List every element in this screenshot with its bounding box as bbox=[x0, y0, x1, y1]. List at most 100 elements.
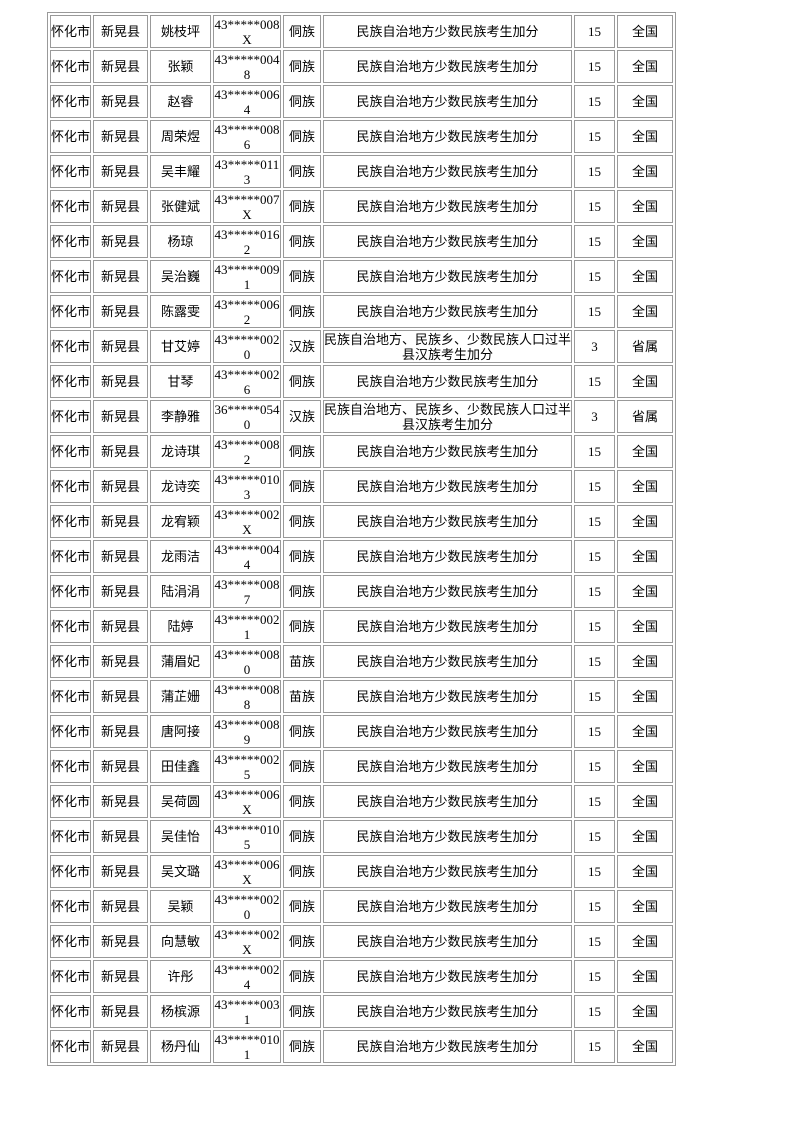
cell-student-name: 甘琴 bbox=[150, 365, 211, 398]
cell-bonus-reason: 民族自治地方少数民族考生加分 bbox=[323, 260, 572, 293]
cell-county: 新晃县 bbox=[93, 785, 148, 818]
cell-bonus-reason: 民族自治地方少数民族考生加分 bbox=[323, 680, 572, 713]
cell-county: 新晃县 bbox=[93, 225, 148, 258]
table-row: 怀化市 新晃县 吴治巍 43*****0091 侗族 民族自治地方少数民族考生加… bbox=[50, 260, 673, 293]
cell-student-name: 赵睿 bbox=[150, 85, 211, 118]
cell-id-number: 43*****002X bbox=[213, 925, 281, 958]
cell-city: 怀化市 bbox=[50, 960, 91, 993]
cell-student-name: 蒲芷姗 bbox=[150, 680, 211, 713]
cell-city: 怀化市 bbox=[50, 855, 91, 888]
cell-city: 怀化市 bbox=[50, 925, 91, 958]
cell-bonus-reason: 民族自治地方少数民族考生加分 bbox=[323, 155, 572, 188]
cell-bonus-reason: 民族自治地方少数民族考生加分 bbox=[323, 715, 572, 748]
cell-student-name: 杨琼 bbox=[150, 225, 211, 258]
cell-id-number: 43*****0080 bbox=[213, 645, 281, 678]
cell-scope: 全国 bbox=[617, 715, 673, 748]
cell-city: 怀化市 bbox=[50, 155, 91, 188]
cell-ethnicity: 侗族 bbox=[283, 505, 321, 538]
cell-county: 新晃县 bbox=[93, 85, 148, 118]
table-row: 怀化市 新晃县 唐阿接 43*****0089 侗族 民族自治地方少数民族考生加… bbox=[50, 715, 673, 748]
cell-county: 新晃县 bbox=[93, 610, 148, 643]
cell-student-name: 陈露雯 bbox=[150, 295, 211, 328]
cell-bonus-reason: 民族自治地方少数民族考生加分 bbox=[323, 820, 572, 853]
cell-county: 新晃县 bbox=[93, 190, 148, 223]
table-row: 怀化市 新晃县 吴荷圆 43*****006X 侗族 民族自治地方少数民族考生加… bbox=[50, 785, 673, 818]
cell-bonus-reason: 民族自治地方少数民族考生加分 bbox=[323, 435, 572, 468]
cell-id-number: 43*****0089 bbox=[213, 715, 281, 748]
table-row: 怀化市 新晃县 张颖 43*****0048 侗族 民族自治地方少数民族考生加分… bbox=[50, 50, 673, 83]
cell-scope: 全国 bbox=[617, 190, 673, 223]
cell-city: 怀化市 bbox=[50, 50, 91, 83]
cell-ethnicity: 侗族 bbox=[283, 890, 321, 923]
cell-bonus-points: 15 bbox=[574, 225, 615, 258]
cell-student-name: 吴文璐 bbox=[150, 855, 211, 888]
cell-bonus-reason: 民族自治地方少数民族考生加分 bbox=[323, 190, 572, 223]
cell-scope: 全国 bbox=[617, 995, 673, 1028]
cell-scope: 全国 bbox=[617, 1030, 673, 1063]
cell-city: 怀化市 bbox=[50, 995, 91, 1028]
cell-ethnicity: 侗族 bbox=[283, 750, 321, 783]
cell-bonus-reason: 民族自治地方少数民族考生加分 bbox=[323, 925, 572, 958]
table-row: 怀化市 新晃县 田佳鑫 43*****0025 侗族 民族自治地方少数民族考生加… bbox=[50, 750, 673, 783]
cell-id-number: 43*****006X bbox=[213, 855, 281, 888]
cell-ethnicity: 侗族 bbox=[283, 155, 321, 188]
cell-ethnicity: 侗族 bbox=[283, 960, 321, 993]
cell-scope: 全国 bbox=[617, 155, 673, 188]
cell-student-name: 陆涓涓 bbox=[150, 575, 211, 608]
cell-student-name: 龙雨洁 bbox=[150, 540, 211, 573]
cell-student-name: 张健斌 bbox=[150, 190, 211, 223]
table-row: 怀化市 新晃县 吴丰耀 43*****0113 侗族 民族自治地方少数民族考生加… bbox=[50, 155, 673, 188]
cell-scope: 全国 bbox=[617, 645, 673, 678]
cell-bonus-reason: 民族自治地方少数民族考生加分 bbox=[323, 470, 572, 503]
cell-bonus-points: 15 bbox=[574, 295, 615, 328]
cell-bonus-reason: 民族自治地方少数民族考生加分 bbox=[323, 50, 572, 83]
cell-county: 新晃县 bbox=[93, 470, 148, 503]
cell-city: 怀化市 bbox=[50, 750, 91, 783]
cell-scope: 全国 bbox=[617, 435, 673, 468]
cell-scope: 全国 bbox=[617, 820, 673, 853]
cell-city: 怀化市 bbox=[50, 85, 91, 118]
table-row: 怀化市 新晃县 甘琴 43*****0026 侗族 民族自治地方少数民族考生加分… bbox=[50, 365, 673, 398]
cell-student-name: 张颖 bbox=[150, 50, 211, 83]
cell-ethnicity: 汉族 bbox=[283, 400, 321, 433]
cell-city: 怀化市 bbox=[50, 890, 91, 923]
cell-county: 新晃县 bbox=[93, 260, 148, 293]
cell-id-number: 43*****006X bbox=[213, 785, 281, 818]
cell-bonus-reason: 民族自治地方少数民族考生加分 bbox=[323, 120, 572, 153]
cell-scope: 全国 bbox=[617, 505, 673, 538]
cell-bonus-points: 15 bbox=[574, 995, 615, 1028]
cell-bonus-reason: 民族自治地方少数民族考生加分 bbox=[323, 785, 572, 818]
cell-county: 新晃县 bbox=[93, 715, 148, 748]
cell-bonus-points: 15 bbox=[574, 785, 615, 818]
cell-ethnicity: 侗族 bbox=[283, 995, 321, 1028]
cell-ethnicity: 侗族 bbox=[283, 295, 321, 328]
cell-bonus-points: 15 bbox=[574, 155, 615, 188]
cell-bonus-reason: 民族自治地方少数民族考生加分 bbox=[323, 85, 572, 118]
table-row: 怀化市 新晃县 龙宥颖 43*****002X 侗族 民族自治地方少数民族考生加… bbox=[50, 505, 673, 538]
cell-bonus-reason: 民族自治地方少数民族考生加分 bbox=[323, 610, 572, 643]
table-row: 怀化市 新晃县 杨槟源 43*****0031 侗族 民族自治地方少数民族考生加… bbox=[50, 995, 673, 1028]
cell-ethnicity: 侗族 bbox=[283, 820, 321, 853]
cell-id-number: 43*****0162 bbox=[213, 225, 281, 258]
cell-bonus-points: 15 bbox=[574, 470, 615, 503]
cell-bonus-points: 15 bbox=[574, 505, 615, 538]
cell-county: 新晃县 bbox=[93, 575, 148, 608]
cell-city: 怀化市 bbox=[50, 15, 91, 48]
cell-bonus-points: 15 bbox=[574, 890, 615, 923]
cell-ethnicity: 侗族 bbox=[283, 470, 321, 503]
cell-student-name: 李静雅 bbox=[150, 400, 211, 433]
cell-student-name: 陆婷 bbox=[150, 610, 211, 643]
cell-student-name: 吴治巍 bbox=[150, 260, 211, 293]
cell-city: 怀化市 bbox=[50, 330, 91, 363]
cell-scope: 全国 bbox=[617, 925, 673, 958]
cell-id-number: 43*****0101 bbox=[213, 1030, 281, 1063]
cell-bonus-points: 15 bbox=[574, 190, 615, 223]
cell-scope: 省属 bbox=[617, 330, 673, 363]
cell-scope: 全国 bbox=[617, 295, 673, 328]
cell-county: 新晃县 bbox=[93, 890, 148, 923]
cell-bonus-points: 3 bbox=[574, 400, 615, 433]
cell-county: 新晃县 bbox=[93, 15, 148, 48]
cell-bonus-points: 15 bbox=[574, 540, 615, 573]
table-row: 怀化市 新晃县 张健斌 43*****007X 侗族 民族自治地方少数民族考生加… bbox=[50, 190, 673, 223]
cell-student-name: 龙诗奕 bbox=[150, 470, 211, 503]
